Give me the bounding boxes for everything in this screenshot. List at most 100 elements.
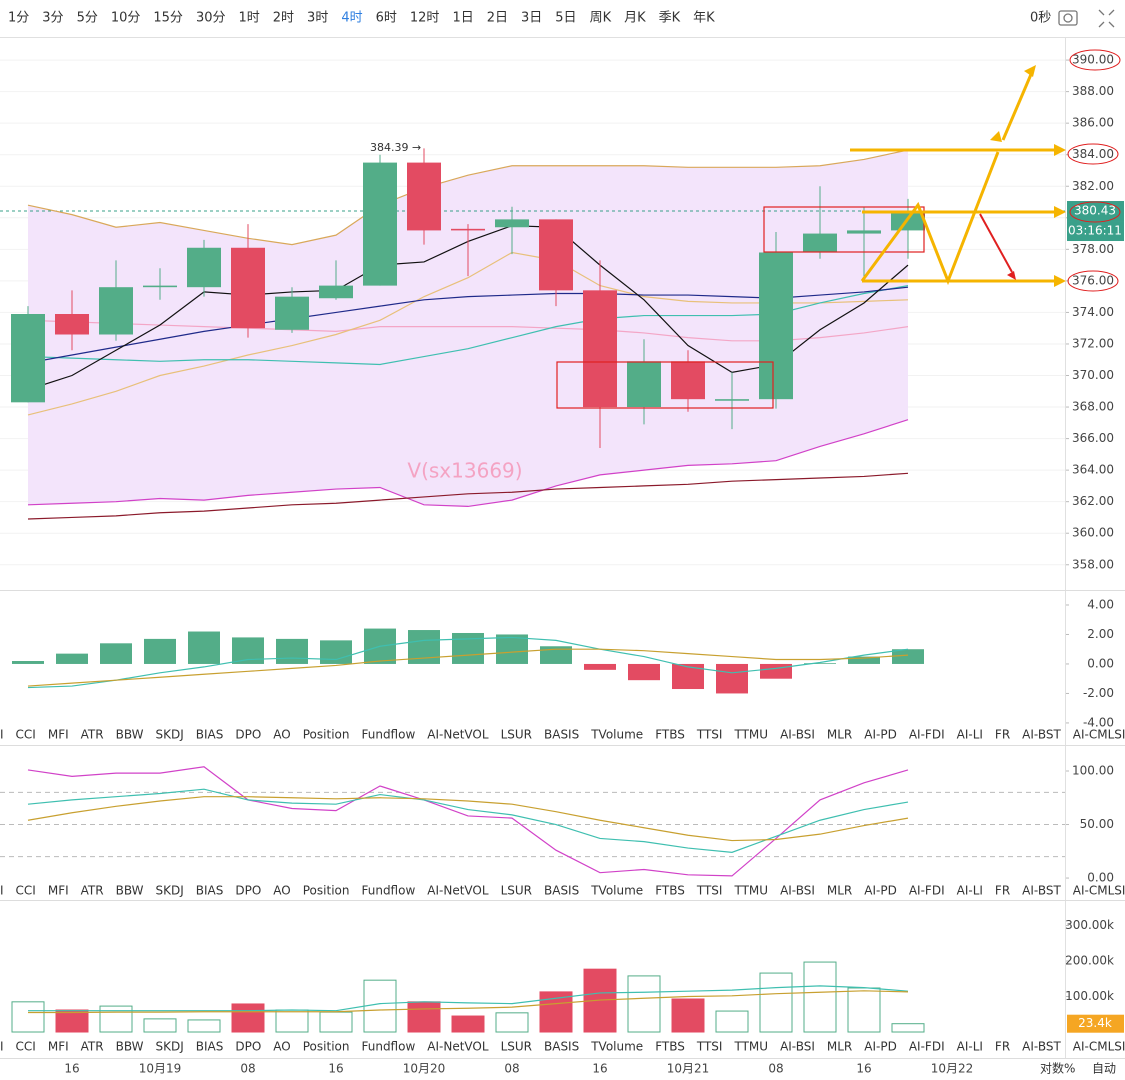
indicator-tab[interactable]: CCI [16, 1040, 36, 1054]
timeframe-button[interactable]: 2时 [273, 11, 294, 26]
indicator-tab[interactable]: MFI [48, 884, 69, 898]
indicator-tab[interactable]: AI-FDI [909, 884, 945, 898]
timeframe-button[interactable]: 月K [624, 11, 646, 26]
indicator-tab[interactable]: FTBS [655, 728, 685, 742]
auto-toggle[interactable]: 自动 [1092, 1062, 1116, 1076]
indicator-tab[interactable]: AI-BSI [780, 728, 815, 742]
timeframe-button[interactable]: 3日 [521, 11, 542, 26]
indicator-tab[interactable]: AI-CMLSI [1073, 728, 1125, 742]
indicator-tab[interactable]: AI-BST [1022, 884, 1061, 898]
timeframe-button[interactable]: 季K [659, 11, 681, 26]
indicator-tab[interactable]: TTSI [696, 728, 723, 742]
indicator-tab[interactable]: BASIS [544, 1040, 579, 1054]
indicator-tab[interactable]: MLR [827, 728, 852, 742]
indicator-tab[interactable]: BBW [116, 1040, 144, 1054]
indicator-tab[interactable]: Position [303, 1040, 350, 1054]
timeframe-button[interactable]: 3分 [42, 11, 63, 26]
timeframe-button[interactable]: 年K [693, 11, 715, 26]
indicator-tab[interactable]: AI-PD [864, 884, 897, 898]
indicator-tab[interactable]: Fundflow [361, 884, 415, 898]
indicator-tab[interactable]: AI-NetVOL [427, 728, 489, 742]
indicator-tab[interactable]: AI-BSI [780, 884, 815, 898]
indicator-tab[interactable]: TTMU [733, 1040, 768, 1054]
indicator-tab[interactable]: SKDJ [156, 1040, 184, 1054]
indicator-tab[interactable]: ATR [81, 884, 104, 898]
indicator-tab[interactable]: BIAS [196, 1040, 224, 1054]
seconds-toggle[interactable]: 0秒 [1030, 11, 1051, 26]
camera-icon[interactable] [1058, 10, 1078, 26]
log-toggle[interactable]: 对数 [1040, 1061, 1064, 1076]
indicator-tab[interactable]: AO [273, 728, 290, 742]
indicator-tab[interactable]: AI-PD [864, 728, 897, 742]
timeframe-button[interactable]: 4时 [341, 11, 362, 26]
indicator-tab[interactable]: TTSI [696, 884, 723, 898]
indicator-tab[interactable]: LSUR [501, 728, 532, 742]
indicator-tab[interactable]: MLR [827, 1040, 852, 1054]
indicator-tab[interactable]: FR [995, 1040, 1010, 1054]
indicator-tab[interactable]: DPO [235, 728, 261, 742]
indicator-tab[interactable]: Position [303, 884, 350, 898]
indicator-tab[interactable]: TVolume [590, 1040, 643, 1054]
indicator-tab[interactable]: BASIS [544, 728, 579, 742]
indicator-tab[interactable]: LSUR [501, 1040, 532, 1054]
indicator-tab[interactable]: BBW [116, 728, 144, 742]
timeframe-button[interactable]: 1日 [452, 11, 473, 26]
indicator-tab[interactable]: AI-BST [1022, 728, 1061, 742]
indicator-tab[interactable]: AI-LI [957, 728, 983, 742]
timeframe-button[interactable]: 6时 [376, 11, 397, 26]
indicator-tab[interactable]: AI-CMLSI [1073, 884, 1125, 898]
timeframe-button[interactable]: 12时 [410, 11, 440, 26]
indicator-tab[interactable]: Fundflow [361, 1040, 415, 1054]
indicator-tab[interactable]: TVolume [590, 728, 643, 742]
timeframe-button[interactable]: 5分 [77, 11, 98, 26]
indicator-tab[interactable]: AO [273, 884, 290, 898]
indicator-tab[interactable]: ATR [81, 1040, 104, 1054]
indicator-tab[interactable]: I [0, 884, 4, 898]
indicator-tab[interactable]: CCI [16, 884, 36, 898]
indicator-tab[interactable]: DPO [235, 1040, 261, 1054]
timeframe-button[interactable]: 30分 [196, 11, 226, 26]
indicator-tab[interactable]: I [0, 1040, 4, 1054]
timeframe-button[interactable]: 15分 [153, 11, 183, 26]
indicator-tab[interactable]: AI-FDI [909, 728, 945, 742]
indicator-tab[interactable]: AI-PD [864, 1040, 897, 1054]
timeframe-button[interactable]: 周K [590, 11, 612, 26]
indicator-tab[interactable]: BIAS [196, 884, 224, 898]
indicator-tab[interactable]: CCI [16, 728, 36, 742]
indicator-tab[interactable]: BBW [116, 884, 144, 898]
percent-toggle[interactable]: % [1064, 1062, 1075, 1076]
indicator-tab[interactable]: AO [273, 1040, 290, 1054]
timeframe-button[interactable]: 10分 [111, 11, 141, 26]
indicator-tab[interactable]: ATR [81, 728, 104, 742]
indicator-tab[interactable]: AI-NetVOL [427, 884, 489, 898]
indicator-tab[interactable]: Position [303, 728, 350, 742]
timeframe-button[interactable]: 1时 [238, 11, 259, 26]
indicator-tab[interactable]: MFI [48, 1040, 69, 1054]
indicator-tab[interactable]: TTMU [733, 884, 768, 898]
indicator-tab[interactable]: I [0, 728, 4, 742]
indicator-tab[interactable]: FR [995, 884, 1010, 898]
indicator-tab[interactable]: TTMU [733, 728, 768, 742]
indicator-tab[interactable]: AI-BST [1022, 1040, 1061, 1054]
indicator-tab[interactable]: AI-BSI [780, 1040, 815, 1054]
indicator-tab[interactable]: MFI [48, 728, 69, 742]
timeframe-button[interactable]: 2日 [487, 11, 508, 26]
indicator-tab[interactable]: BASIS [544, 884, 579, 898]
indicator-tab[interactable]: FTBS [655, 884, 685, 898]
timeframe-button[interactable]: 5日 [555, 11, 576, 26]
timeframe-button[interactable]: 3时 [307, 11, 328, 26]
indicator-tab[interactable]: FTBS [655, 1040, 685, 1054]
indicator-tab[interactable]: AI-LI [957, 1040, 983, 1054]
indicator-tab[interactable]: DPO [235, 884, 261, 898]
indicator-tab[interactable]: SKDJ [156, 728, 184, 742]
indicator-tab[interactable]: AI-LI [957, 884, 983, 898]
indicator-tab[interactable]: LSUR [501, 884, 532, 898]
indicator-tab[interactable]: TVolume [590, 884, 643, 898]
indicator-tab[interactable]: Fundflow [361, 728, 415, 742]
indicator-tab[interactable]: FR [995, 728, 1010, 742]
indicator-tab[interactable]: AI-NetVOL [427, 1040, 489, 1054]
timeframe-button[interactable]: 1分 [8, 11, 29, 26]
indicator-tab[interactable]: AI-FDI [909, 1040, 945, 1054]
indicator-tab[interactable]: TTSI [696, 1040, 723, 1054]
indicator-tab[interactable]: BIAS [196, 728, 224, 742]
